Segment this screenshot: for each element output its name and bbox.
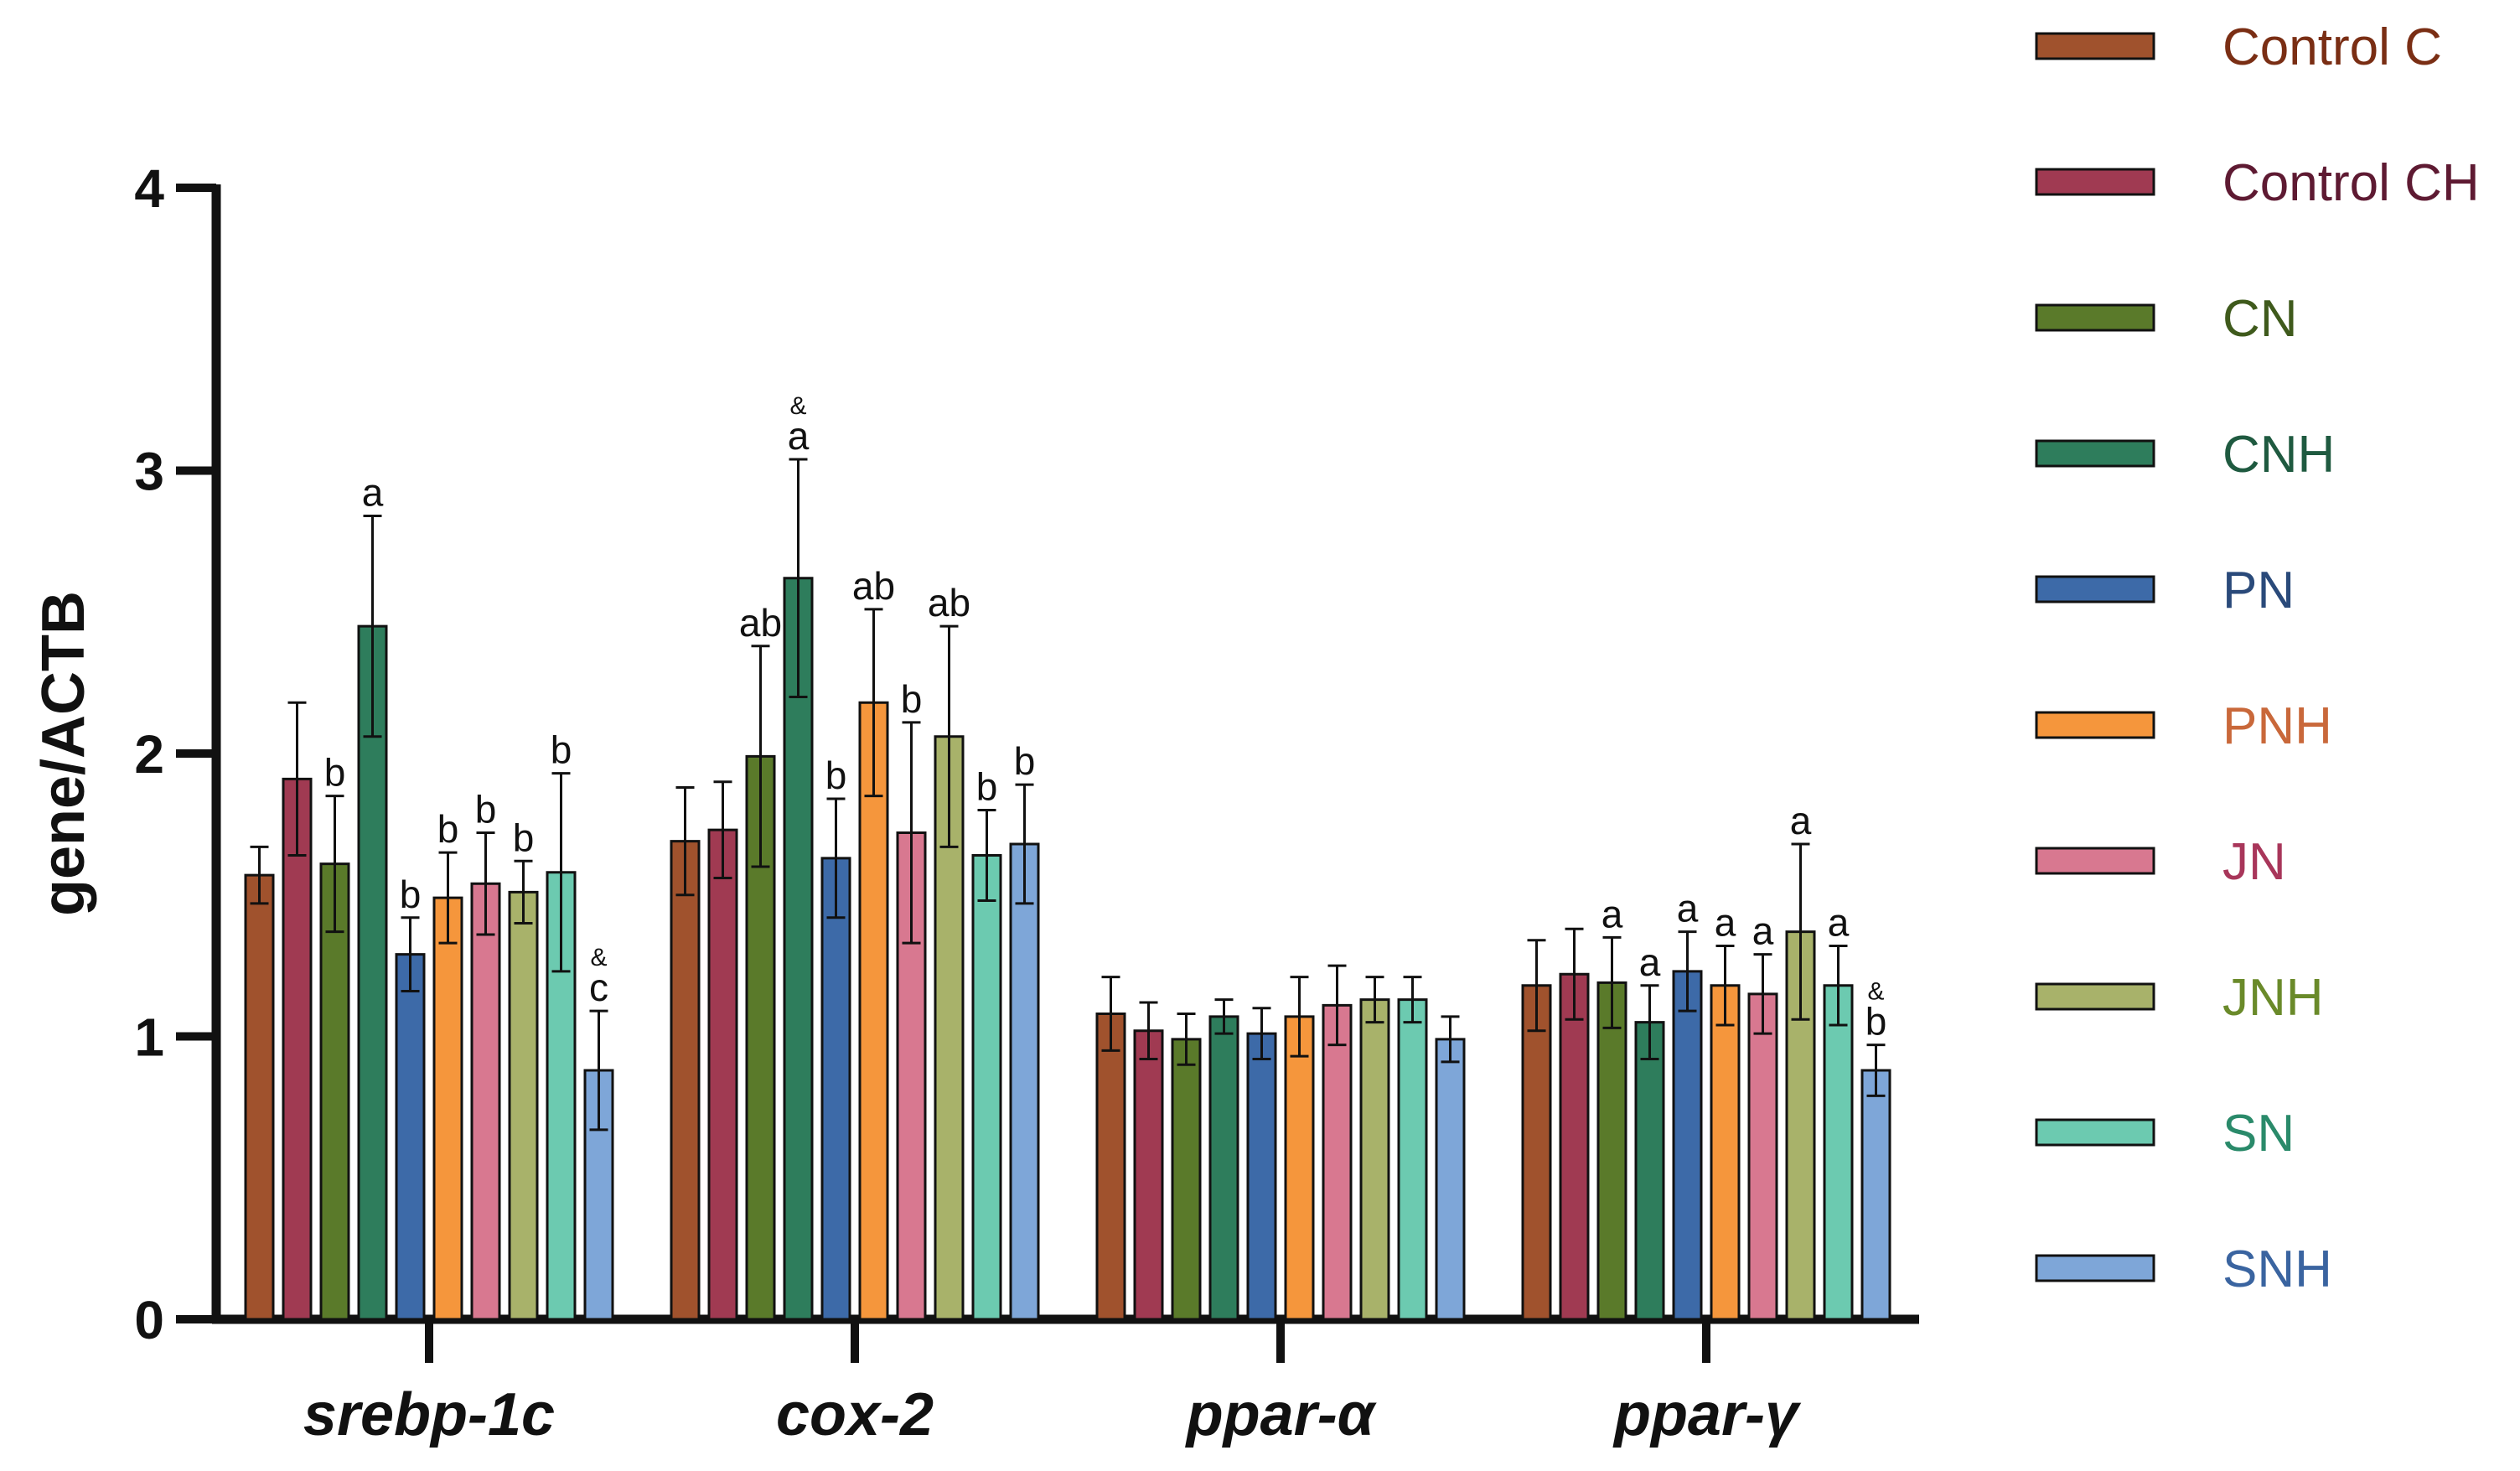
legend-label: SNH: [2222, 1241, 2332, 1298]
legend-swatch: [2035, 982, 2155, 1011]
legend-label: PNH: [2222, 697, 2332, 755]
legend-label: Control CH: [2222, 154, 2480, 212]
significance-letter: b: [475, 788, 497, 831]
legend-swatch: [2035, 439, 2155, 468]
legend-label: PN: [2222, 562, 2295, 619]
bar: [1521, 984, 1552, 1321]
legend-swatch: [2035, 32, 2155, 60]
bar: [319, 862, 350, 1321]
legend: Control C Control CH CN CNH PN PNH JN JNH SN SNH: [2035, 18, 2480, 1298]
x-category-label: srebp-1c: [303, 1381, 555, 1448]
significance-letter: a: [788, 414, 810, 458]
bar: [820, 857, 851, 1321]
x-category-label: cox-2: [776, 1381, 934, 1448]
legend-swatch: [2035, 847, 2155, 875]
significance-letter: ab: [739, 601, 782, 645]
bar: [1435, 1038, 1466, 1321]
significance-letter: b: [1014, 739, 1036, 783]
bar: [971, 854, 1002, 1321]
bar: [1208, 1015, 1239, 1321]
legend-swatch: [2035, 1118, 2155, 1147]
bar: [244, 873, 275, 1321]
bar: [508, 890, 539, 1321]
significance-letter: a: [1639, 940, 1661, 984]
y-tick-label: 4: [134, 158, 164, 219]
bar: [1171, 1038, 1202, 1321]
bar: [282, 777, 313, 1321]
bar: [1133, 1029, 1164, 1321]
legend-swatch: [2035, 303, 2155, 332]
y-axis-title: gene/ACTB: [30, 591, 97, 916]
bar: [1672, 970, 1703, 1321]
legend-swatch: [2035, 1254, 2155, 1282]
x-category-label: ppar-γ: [1612, 1381, 1802, 1448]
bar: [783, 577, 814, 1321]
significance-letter: b: [513, 816, 535, 859]
bar: [707, 828, 738, 1321]
legend-label: JNH: [2222, 969, 2324, 1027]
bar: [1359, 998, 1390, 1321]
significance-letter: c: [589, 966, 608, 1009]
significance-letter: b: [400, 873, 422, 916]
legend-swatch: [2035, 575, 2155, 603]
bar: [1823, 984, 1854, 1321]
significance-letter: a: [1752, 909, 1774, 953]
bar: [1747, 992, 1778, 1321]
bar: [1634, 1021, 1665, 1321]
y-tick-label: 2: [134, 724, 164, 785]
bar: [1009, 842, 1040, 1321]
significance-letter: b: [324, 751, 346, 795]
significance-letter: a: [362, 471, 384, 515]
significance-ampersand: &: [1867, 978, 1884, 1006]
bar: [1596, 981, 1627, 1321]
significance-letter: a: [1715, 901, 1736, 945]
bar: [1246, 1032, 1277, 1321]
bar: [1095, 1013, 1126, 1321]
y-tick-label: 0: [134, 1290, 164, 1350]
legend-label: SN: [2222, 1105, 2295, 1163]
bar: [432, 896, 463, 1321]
legend-label: Control C: [2222, 18, 2442, 76]
bar: [1322, 1003, 1353, 1321]
significance-letter: b: [437, 807, 459, 851]
y-tick-label: 3: [134, 442, 164, 502]
significance-letter: ab: [852, 564, 895, 608]
bar: [1284, 1015, 1315, 1321]
bar: [896, 831, 927, 1321]
significance-letter: b: [976, 765, 998, 809]
bar: [1397, 998, 1428, 1321]
significance-ampersand: &: [789, 392, 806, 420]
significance-letter: b: [1865, 1000, 1887, 1044]
bar: [670, 840, 701, 1321]
bar: [858, 701, 889, 1321]
legend-label: CN: [2222, 290, 2298, 348]
significance-letter: b: [825, 754, 847, 797]
legend-swatch: [2035, 168, 2155, 196]
x-category-label: ppar-α: [1185, 1381, 1378, 1448]
significance-letter: b: [901, 677, 923, 721]
legend-label: CNH: [2222, 426, 2335, 484]
bar: [395, 953, 426, 1321]
bar: [470, 882, 501, 1321]
bar: [1559, 972, 1590, 1321]
legend-label: JN: [2222, 833, 2286, 891]
bar: [1860, 1069, 1891, 1321]
significance-letter: ab: [928, 581, 970, 624]
significance-ampersand: &: [590, 944, 607, 971]
significance-letter: a: [1790, 799, 1812, 842]
bar: [357, 624, 388, 1321]
bar: [1710, 984, 1741, 1321]
significance-letter: a: [1602, 892, 1623, 935]
significance-letter: a: [1677, 887, 1699, 930]
significance-letter: a: [1828, 901, 1850, 945]
legend-swatch: [2035, 711, 2155, 739]
significance-letter: b: [551, 728, 572, 772]
y-tick-label: 1: [134, 1007, 164, 1068]
